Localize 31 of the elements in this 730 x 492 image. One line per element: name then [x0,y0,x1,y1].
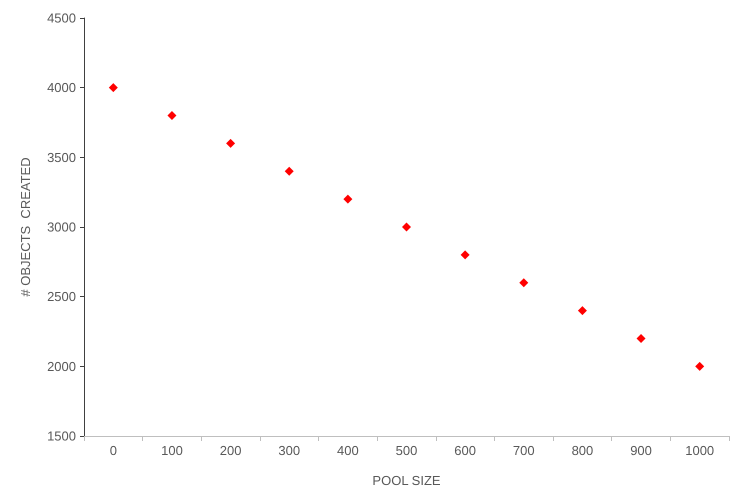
point [108,83,118,92]
point [226,138,236,148]
x-tick-label: 400 [337,443,359,458]
x-tick-label: 100 [161,443,183,458]
point [402,222,411,232]
x-tick-label: 900 [630,443,652,458]
point [460,250,470,260]
point [578,306,587,316]
x-tick-label: 0 [110,443,117,458]
y-tick-label: 2500 [47,289,76,304]
x-tick-label: 500 [396,443,418,458]
point [519,278,528,288]
point [636,334,646,343]
point [167,111,176,120]
point [343,194,352,204]
point [284,166,294,176]
y-tick-label: 3000 [47,220,76,234]
x-tick-label: 700 [512,443,535,458]
x-axis-title: POOL SIZE [372,473,441,488]
x-tick-label: 200 [220,443,242,458]
x-tick-label: 300 [278,443,300,458]
y-tick-label: 1500 [47,428,76,444]
x-tick-label: 800 [572,443,594,458]
point [695,362,704,371]
x-tick-label: 1000 [685,443,714,458]
y-axis-title: # OBJECTS CREATED [18,157,33,297]
y-tick-label: 2000 [47,358,76,374]
x-tick-label: 600 [454,443,476,458]
y-tick-label: 3500 [47,150,76,165]
y-tick-label: 4500 [47,10,76,26]
y-tick-label: 4000 [47,80,76,96]
